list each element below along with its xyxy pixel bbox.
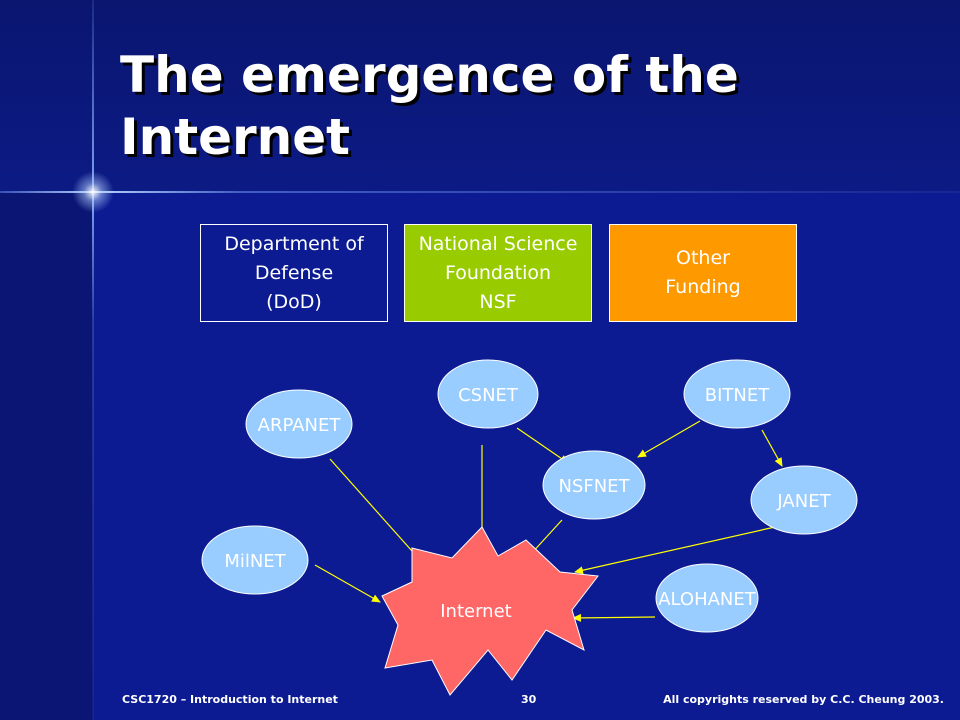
- arrow-arpanet-internet: [329, 458, 421, 561]
- internet-label: Internet: [440, 601, 511, 622]
- node-csnet: CSNET: [437, 359, 539, 429]
- nsf-funding-box: National Science Foundation NSF: [404, 224, 592, 322]
- other-funding-box: Other Funding: [609, 224, 797, 322]
- title-band: [0, 0, 960, 193]
- arrow-alohanet-internet: [572, 613, 656, 622]
- nsf-funding-label: National Science Foundation NSF: [418, 232, 578, 313]
- sparkle-decoration: [72, 171, 114, 213]
- bitnet-ellipse: [683, 359, 791, 429]
- node-arpanet: ARPANET: [245, 389, 353, 459]
- other-funding-label: Other Funding: [665, 247, 741, 298]
- footer-course: CSC1720 – Introduction to Internet: [122, 693, 338, 706]
- milnet-label: MilNET: [224, 551, 286, 572]
- footer-copyright: All copyrights reserved by C.C. Cheung 2…: [663, 693, 944, 706]
- csnet-ellipse: [437, 359, 539, 429]
- vertical-accent-line: [92, 0, 94, 720]
- footer-page-number: 30: [521, 693, 537, 706]
- arpanet-ellipse: [245, 389, 353, 459]
- arrow-bitnet-nsfnet: [637, 420, 701, 458]
- arpanet-label: ARPANET: [258, 415, 342, 436]
- dod-funding-label: Department of Defense (DoD): [224, 232, 364, 313]
- nsfnet-ellipse: [542, 450, 646, 520]
- csnet-label: CSNET: [458, 385, 519, 406]
- janet-label: JANET: [776, 491, 831, 512]
- node-alohanet: ALOHANET: [655, 563, 759, 633]
- janet-ellipse: [750, 465, 858, 535]
- nsfnet-label: NSFNET: [558, 476, 630, 497]
- horizontal-accent-line: [0, 191, 960, 193]
- arrow-csnet-nsfnet: [516, 427, 569, 464]
- arrow-janet-internet: [574, 526, 776, 575]
- node-milnet: MilNET: [201, 525, 309, 595]
- milnet-ellipse: [201, 525, 309, 595]
- dod-funding-box: Department of Defense (DoD): [200, 224, 388, 322]
- node-janet: JANET: [750, 465, 858, 535]
- bitnet-label: BITNET: [705, 385, 770, 406]
- node-nsfnet: NSFNET: [542, 450, 646, 520]
- arrow-milnet-internet: [314, 564, 381, 603]
- arrow-bitnet-janet: [761, 429, 783, 467]
- alohanet-label: ALOHANET: [658, 589, 757, 610]
- slide-title: The emergence of the Internet: [120, 46, 739, 166]
- alohanet-ellipse: [655, 563, 759, 633]
- node-bitnet: BITNET: [683, 359, 791, 429]
- internet-starburst: [381, 526, 599, 696]
